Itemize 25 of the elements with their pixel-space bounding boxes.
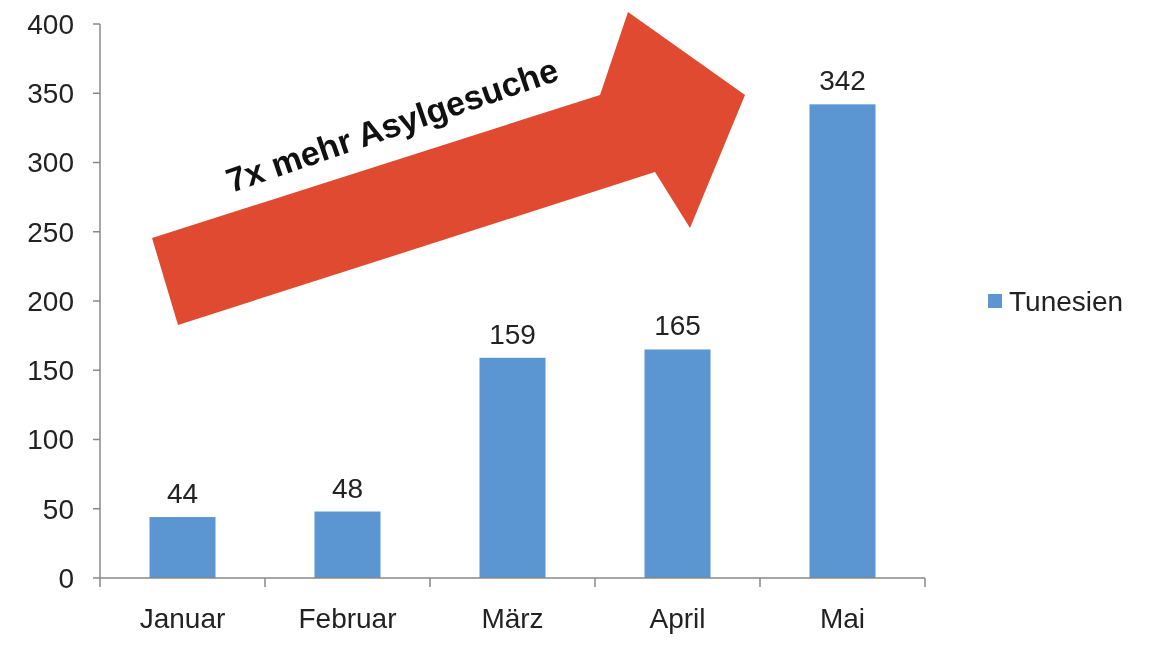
bar (479, 357, 546, 578)
bar (809, 104, 876, 578)
y-tick-label: 350 (27, 78, 74, 110)
y-tick-label: 250 (27, 216, 74, 248)
legend-label: Tunesien (1009, 285, 1124, 317)
y-tick-label: 0 (58, 562, 74, 594)
bar (149, 517, 216, 578)
data-label: 44 (166, 478, 199, 510)
y-tick-label: 100 (27, 424, 74, 456)
bar (314, 511, 381, 578)
data-label: 159 (489, 318, 536, 350)
data-label: 48 (331, 472, 364, 504)
y-tick-label: 400 (27, 8, 74, 40)
y-tick-label: 200 (27, 285, 74, 317)
x-tick-label: März (481, 603, 544, 634)
x-tick-label: Mai (819, 603, 866, 634)
x-tick-label: Januar (139, 603, 226, 634)
y-tick-label: 150 (27, 355, 74, 387)
x-tick-label: April (649, 603, 706, 634)
data-label: 342 (819, 65, 866, 97)
data-label: 165 (654, 310, 701, 342)
y-tick-label: 50 (42, 493, 74, 525)
y-tick-label: 300 (27, 147, 74, 179)
x-tick-label: Februar (298, 603, 397, 634)
bar (644, 349, 711, 578)
